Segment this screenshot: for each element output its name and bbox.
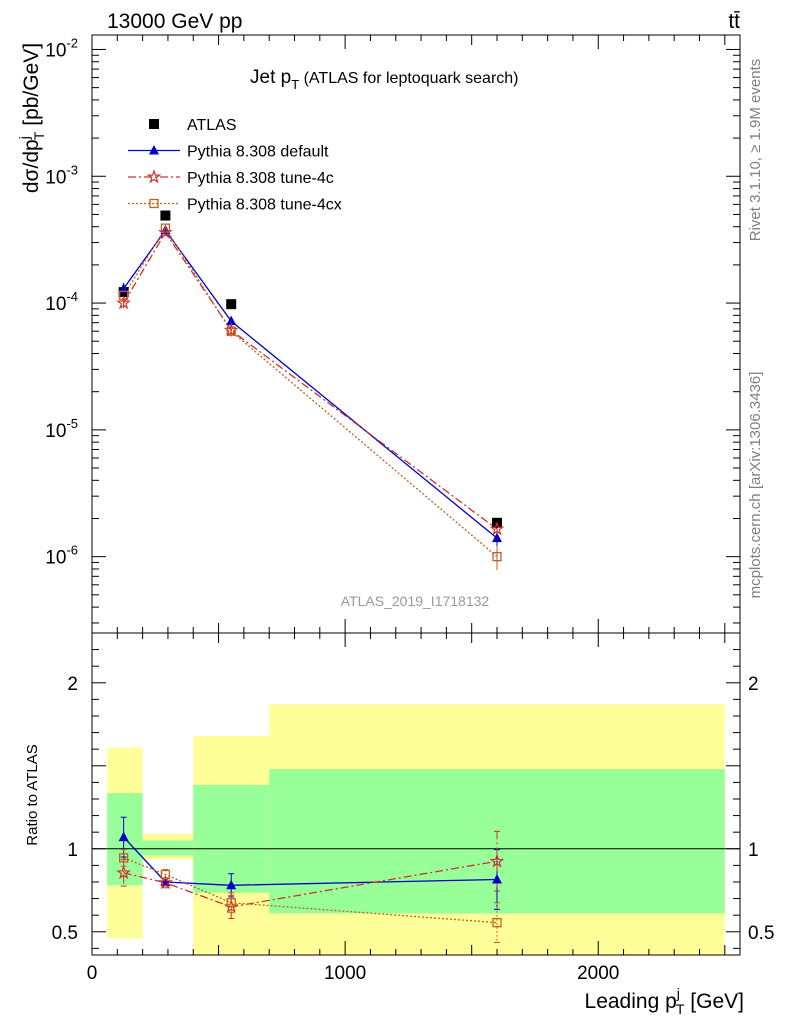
axis-ticks [91,35,740,955]
ratio-tick-label-left: 1 [67,840,78,861]
y-tick-label: 10-2 [45,35,78,61]
y-tick-label: 10-5 [45,416,78,442]
ratio-tick-label-left: 2 [67,674,78,695]
data-marks [116,210,505,928]
header-final-state: tt̄ [728,10,740,33]
ratio-series-line [123,860,498,908]
legend-marker [149,145,159,155]
ratio-tick-label-right: 0.5 [748,923,774,944]
series-point [492,532,502,543]
y-tick-label: 10-4 [45,289,78,315]
series-point [492,552,502,562]
ratio-panel-frame [91,632,741,956]
ratio-point [492,873,502,884]
y-tick-label: 10-3 [45,162,78,188]
chart-title: Jet pT (ATLAS for leptoquark search) [250,67,519,92]
ratio-tick-label-right: 1 [748,840,759,861]
ratio-uncertainty-bands [92,704,740,955]
ratio-point [118,831,129,842]
ratio-y-axis-label: Ratio to ATLAS [24,744,41,845]
ratio-point [160,869,171,880]
ratio-point [226,879,237,890]
ratio-point [157,874,173,890]
y-tick-label: 10-6 [45,543,78,569]
mcplots-label: mcplots.cern.ch [arXiv:1306.3436] [747,372,764,599]
ratio-point [116,865,132,880]
series-point [118,290,129,301]
ratio-point [118,853,129,863]
x-tick-label: 0 [87,963,98,984]
legend-marker [149,198,159,209]
legend-marker [149,119,159,129]
legend-label: Pythia 8.308 tune-4c [187,170,334,187]
legend-label: ATLAS [187,117,237,134]
series-point [489,521,505,536]
ratio-point [492,917,502,928]
legend-label: Pythia 8.308 tune-4cx [187,197,342,214]
legend-marker [146,169,162,184]
series-point [118,283,129,293]
ratio-series-line [123,836,498,886]
ratio-tick-label-left: 0.5 [52,923,78,944]
series-point [160,223,171,233]
header-process: 13000 GeV pp [107,10,242,33]
ratio-tick-label-right: 2 [748,674,759,695]
ratio-series-line [123,857,498,924]
x-tick-label: 1000 [324,963,366,984]
plot-frames [91,34,741,956]
ratio-band-green [142,840,194,856]
analysis-id: ATLAS_2019_I1718132 [341,593,490,609]
series-point [226,315,237,326]
x-tick-label: 2000 [577,963,619,984]
legend-label: Pythia 8.308 default [187,144,329,161]
y-axis-label: dσ/dpjT [pb/GeV] [16,43,47,193]
ratio-point [489,853,505,868]
legend: ATLAS Pythia 8.308 default Pythia 8.308 tu… [128,117,342,214]
series-line [123,229,498,539]
series-line [123,226,498,558]
ratio-point [226,898,236,908]
series-point [116,295,132,310]
data-point-atlas [226,299,237,310]
series-point [226,326,236,336]
x-axis-label: Leading pj T [GeV] [585,985,744,1017]
axis-tick-labels: 10-6 10-5 10-4 10-3 10-2 0 1000 2000 0.5 0.5 1 1 2 2 [45,35,774,984]
series-line [123,231,498,530]
rivet-label: Rivet 3.1.10, ≥ 1.9M events [747,59,764,242]
data-point-atlas [160,210,171,221]
